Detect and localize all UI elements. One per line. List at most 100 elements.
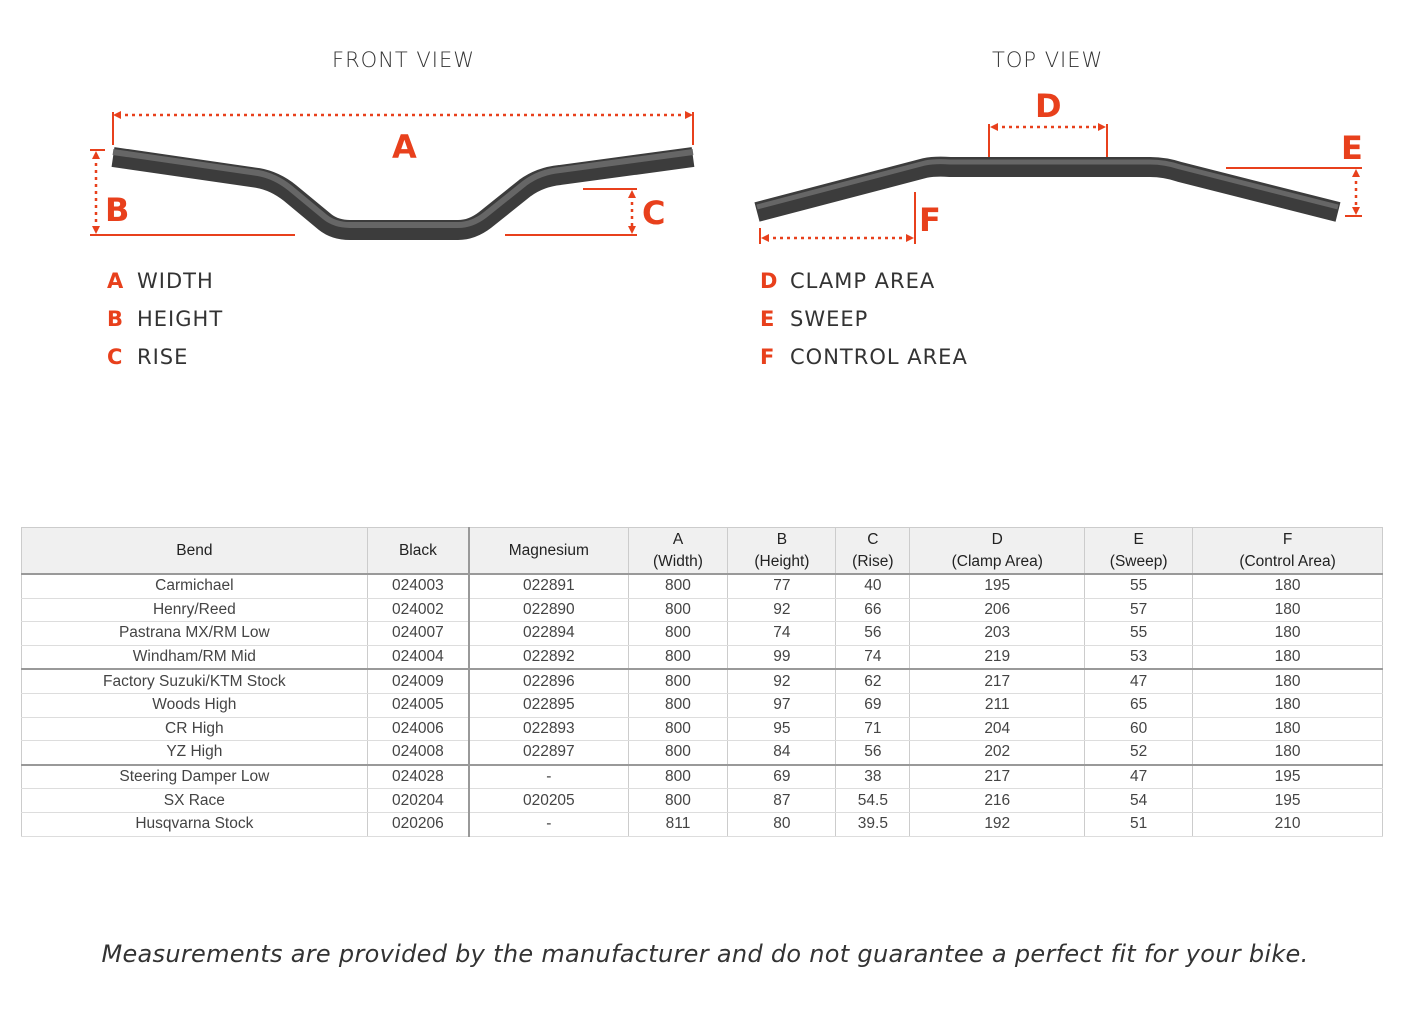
table-cell: 71	[835, 717, 910, 742]
table-cell: 024002	[366, 598, 470, 623]
table-cell: 180	[1192, 645, 1383, 671]
table-row: Pastrana MX/RM Low 024007 022894 800 74 56 203…	[21, 621, 1383, 646]
label-e: E	[1341, 129, 1363, 167]
table-cell: 53	[1084, 645, 1193, 671]
table-row: YZ High 024008 022897 800 84 56 202 52 180	[21, 740, 1383, 766]
table-cell: 56	[835, 740, 910, 766]
column-letter: D	[991, 530, 1003, 548]
table-cell: 024003	[366, 574, 470, 599]
column-header: Magnesium	[468, 527, 629, 575]
table-cell: 92	[727, 598, 836, 623]
table-cell: Factory Suzuki/KTM Stock	[21, 669, 368, 694]
column-header: B (Height)	[727, 527, 836, 575]
legend-item-width: A WIDTH	[107, 262, 223, 300]
column-title: (Height)	[754, 552, 810, 570]
top-view-legend: D CLAMP AREA E SWEEP F CONTROL AREA	[760, 262, 968, 376]
table-cell: 024007	[366, 621, 470, 646]
column-letter: A	[672, 530, 684, 548]
column-header: A (Width)	[627, 527, 728, 575]
table-cell: -	[468, 764, 629, 790]
table-cell: 202	[909, 740, 1085, 766]
table-cell: 39.5	[835, 812, 910, 837]
table-cell: 38	[835, 764, 910, 790]
table-cell: 811	[627, 812, 728, 837]
table-cell: 180	[1192, 693, 1383, 718]
table-cell: 195	[1192, 788, 1383, 813]
table-cell: 022897	[468, 740, 629, 766]
table-cell: 180	[1192, 621, 1383, 646]
table-cell: 800	[627, 669, 728, 694]
table-cell: 62	[835, 669, 910, 694]
table-cell: 020205	[468, 788, 629, 813]
table-cell: 40	[835, 574, 910, 599]
legend-item-height: B HEIGHT	[107, 300, 223, 338]
legend-label: HEIGHT	[137, 307, 224, 331]
column-title: (Clamp Area)	[951, 552, 1043, 570]
legend-label: WIDTH	[137, 269, 214, 293]
label-d: D	[1035, 87, 1062, 125]
legend-label: CONTROL AREA	[790, 345, 968, 369]
table-cell: 180	[1192, 598, 1383, 623]
column-letter: C	[867, 530, 879, 548]
top-handlebar	[754, 156, 1341, 222]
legend-item-sweep: E SWEEP	[760, 300, 968, 338]
table-cell: 55	[1084, 621, 1193, 646]
table-cell: 56	[835, 621, 910, 646]
table-cell: 800	[627, 764, 728, 790]
table-cell: Henry/Reed	[21, 598, 368, 623]
table-cell: YZ High	[21, 740, 368, 766]
legend-key: A	[107, 269, 125, 293]
table-cell: 69	[835, 693, 910, 718]
table-cell: 203	[909, 621, 1085, 646]
table-cell: 800	[627, 693, 728, 718]
table-cell: Carmichael	[21, 574, 368, 599]
table-cell: 024008	[366, 740, 470, 766]
table-cell: 024028	[366, 764, 470, 790]
table-cell: 95	[727, 717, 836, 742]
column-letter: F	[1282, 530, 1293, 548]
front-view-legend: A WIDTH B HEIGHT C RISE	[107, 262, 223, 376]
legend-label: SWEEP	[790, 307, 869, 331]
column-header: E (Sweep)	[1084, 527, 1193, 575]
column-title: (Sweep)	[1109, 552, 1168, 570]
table-cell: 192	[909, 812, 1085, 837]
column-letter: E	[1133, 530, 1144, 548]
table-cell: 84	[727, 740, 836, 766]
column-header: F (Control Area)	[1192, 527, 1383, 575]
table-cell: 800	[627, 740, 728, 766]
label-f: F	[919, 201, 941, 239]
table-cell: 55	[1084, 574, 1193, 599]
column-title: Black	[398, 541, 437, 559]
legend-key: D	[760, 269, 779, 293]
table-header-row: Bend Black Magnesium A (Width) B (Height) C (Ris…	[21, 527, 1383, 575]
table-cell: 024004	[366, 645, 470, 671]
table-cell: 800	[627, 574, 728, 599]
table-cell: 022890	[468, 598, 629, 623]
table-cell: 180	[1192, 669, 1383, 694]
table-cell: 800	[627, 598, 728, 623]
table-cell: 022896	[468, 669, 629, 694]
table-cell: 52	[1084, 740, 1193, 766]
table-cell: 204	[909, 717, 1085, 742]
table-row: Henry/Reed 024002 022890 800 92 66 206 57 180	[21, 598, 1383, 623]
column-title: Bend	[176, 541, 213, 559]
column-title: Magnesium	[508, 541, 589, 559]
table-cell: 211	[909, 693, 1085, 718]
table-cell: 022895	[468, 693, 629, 718]
column-header: D (Clamp Area)	[909, 527, 1085, 575]
table-cell: 022892	[468, 645, 629, 671]
table-cell: 217	[909, 669, 1085, 694]
column-header: Bend	[21, 527, 368, 575]
table-cell: 97	[727, 693, 836, 718]
table-cell: 65	[1084, 693, 1193, 718]
table-cell: 024009	[366, 669, 470, 694]
table-row: Husqvarna Stock 020206-811 80 39.5 192 51 210	[21, 812, 1383, 837]
table-cell: CR High	[21, 717, 368, 742]
table-cell: 47	[1084, 669, 1193, 694]
table-cell: Woods High	[21, 693, 368, 718]
table-cell: 60	[1084, 717, 1193, 742]
column-title: (Rise)	[852, 552, 894, 570]
legend-key: B	[107, 307, 125, 331]
label-c: C	[642, 194, 665, 232]
table-cell: 219	[909, 645, 1085, 671]
